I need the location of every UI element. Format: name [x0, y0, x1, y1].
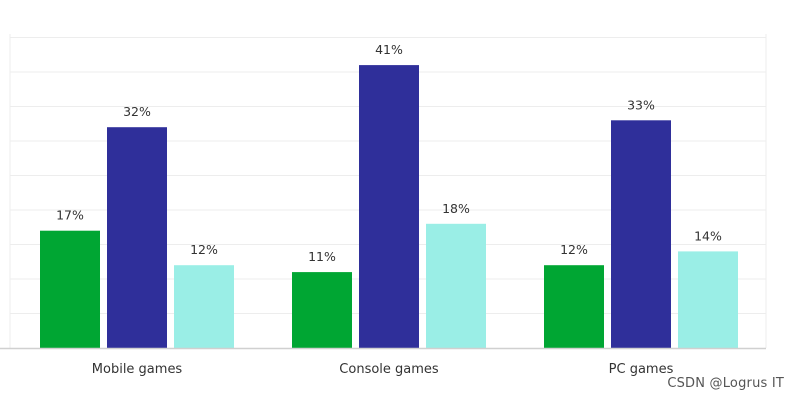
bar: [292, 272, 352, 348]
watermark-text: CSDN @Logrus IT: [667, 376, 784, 391]
bar: [40, 230, 100, 348]
bar-value-label: 12%: [560, 242, 588, 257]
bar: [678, 251, 738, 348]
bar: [544, 265, 604, 348]
bar: [107, 127, 167, 348]
bar: [611, 120, 671, 348]
bar-value-label: 18%: [442, 201, 470, 216]
value-labels: 17% 32% 12% 11% 41% 18% 12% 33% 14%: [56, 42, 722, 264]
category-tick-label: Console games: [339, 362, 439, 377]
bar-value-label: 32%: [123, 104, 151, 119]
bar-value-label: 11%: [308, 249, 336, 264]
category-labels: Mobile games Console games PC games: [92, 362, 674, 377]
bar-value-label: 41%: [375, 42, 403, 57]
bar-value-label: 14%: [694, 228, 722, 243]
bar: [426, 223, 486, 348]
bars: [40, 65, 738, 348]
bar-value-label: 17%: [56, 208, 84, 223]
category-tick-label: PC games: [609, 362, 674, 377]
category-tick-label: Mobile games: [92, 362, 183, 377]
bar-value-label: 12%: [190, 242, 218, 257]
bar-value-label: 33%: [627, 97, 655, 112]
bar: [174, 265, 234, 348]
bar: [359, 65, 419, 348]
